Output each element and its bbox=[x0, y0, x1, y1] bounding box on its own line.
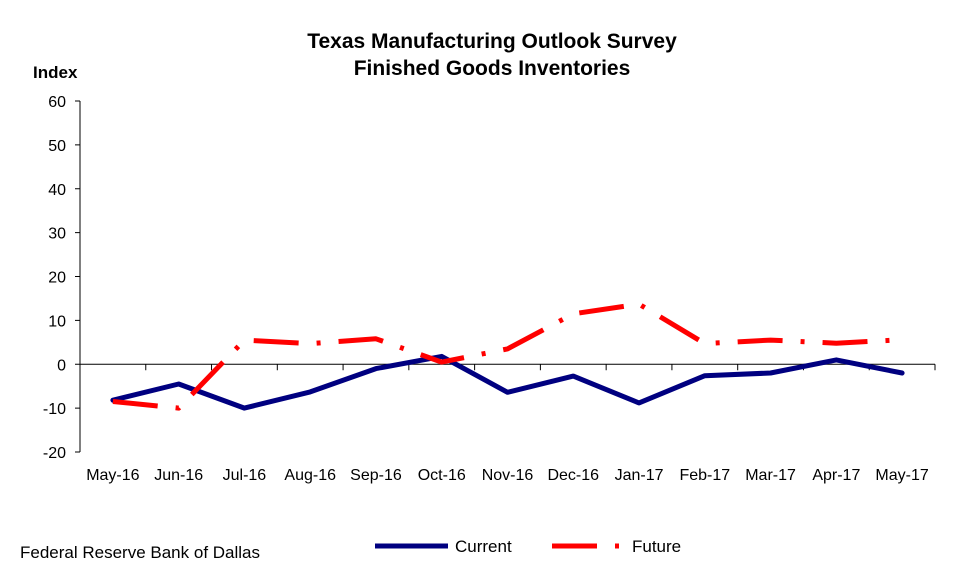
data-point bbox=[176, 381, 181, 386]
data-point bbox=[373, 366, 378, 371]
data-point bbox=[571, 311, 576, 316]
series-line-future bbox=[112, 301, 903, 411]
data-point bbox=[242, 406, 247, 411]
x-tick-label: Jul-16 bbox=[223, 467, 267, 484]
x-tick-label: May-17 bbox=[875, 467, 928, 484]
x-tick-label: Jan-17 bbox=[615, 467, 664, 484]
y-tick-label: 20 bbox=[48, 270, 66, 287]
data-point bbox=[308, 389, 313, 394]
y-tick-label: -10 bbox=[43, 401, 66, 418]
y-tick-label: 30 bbox=[48, 226, 66, 243]
y-tick-label: -20 bbox=[43, 445, 66, 462]
x-tick-label: Dec-16 bbox=[547, 467, 599, 484]
chart-title-line-1: Texas Manufacturing Outlook Survey bbox=[307, 30, 677, 53]
data-point bbox=[768, 371, 773, 376]
data-point bbox=[242, 338, 247, 343]
data-point bbox=[571, 374, 576, 379]
x-tick-label: Oct-16 bbox=[418, 467, 466, 484]
x-tick-label: May-16 bbox=[86, 467, 139, 484]
y-axis-label: Index bbox=[33, 63, 78, 82]
x-tick-label: Mar-17 bbox=[745, 467, 796, 484]
source-note: Federal Reserve Bank of Dallas bbox=[20, 543, 260, 562]
data-point bbox=[308, 341, 313, 346]
y-axis: 60 50 40 30 20 10 0 -10 -20 bbox=[43, 94, 81, 462]
y-tick-label: 50 bbox=[48, 138, 66, 155]
data-point bbox=[900, 337, 905, 342]
x-axis: May-16 Jun-16 Jul-16 Aug-16 Sep-16 Oct-16 Nov-… bbox=[79, 363, 936, 484]
x-tick-label: Aug-16 bbox=[284, 467, 336, 484]
legend-current-label: Current bbox=[455, 537, 512, 556]
data-point bbox=[637, 302, 642, 307]
x-tick-label: Sep-16 bbox=[350, 467, 402, 484]
x-tick-label: Jun-16 bbox=[154, 467, 203, 484]
series-future bbox=[110, 301, 905, 411]
data-point bbox=[768, 338, 773, 343]
chart-title: Texas Manufacturing Outlook Survey Finis… bbox=[307, 30, 677, 80]
data-point bbox=[176, 406, 181, 411]
data-point bbox=[439, 360, 444, 365]
data-point bbox=[834, 357, 839, 362]
data-point bbox=[505, 390, 510, 395]
series-current bbox=[110, 353, 905, 411]
series-layer bbox=[110, 301, 905, 411]
data-point bbox=[439, 354, 444, 359]
legend-future-label: Future bbox=[632, 537, 681, 556]
data-point bbox=[110, 399, 115, 404]
y-tick-label: 40 bbox=[48, 182, 66, 199]
y-tick-label: 10 bbox=[48, 313, 66, 330]
y-tick-label: 0 bbox=[57, 357, 66, 374]
data-point bbox=[373, 336, 378, 341]
data-point bbox=[505, 346, 510, 351]
data-point bbox=[637, 400, 642, 405]
chart-title-line-2: Finished Goods Inventories bbox=[354, 57, 631, 80]
series-line-current bbox=[110, 353, 905, 411]
data-point bbox=[900, 371, 905, 376]
x-tick-label: Feb-17 bbox=[679, 467, 730, 484]
y-tick-label: 60 bbox=[48, 94, 66, 111]
data-point bbox=[834, 341, 839, 346]
x-tick-label: Nov-16 bbox=[482, 467, 534, 484]
x-tick-label: Apr-17 bbox=[812, 467, 860, 484]
data-point bbox=[702, 341, 707, 346]
legend: Current Future bbox=[375, 537, 681, 556]
data-point bbox=[702, 373, 707, 378]
